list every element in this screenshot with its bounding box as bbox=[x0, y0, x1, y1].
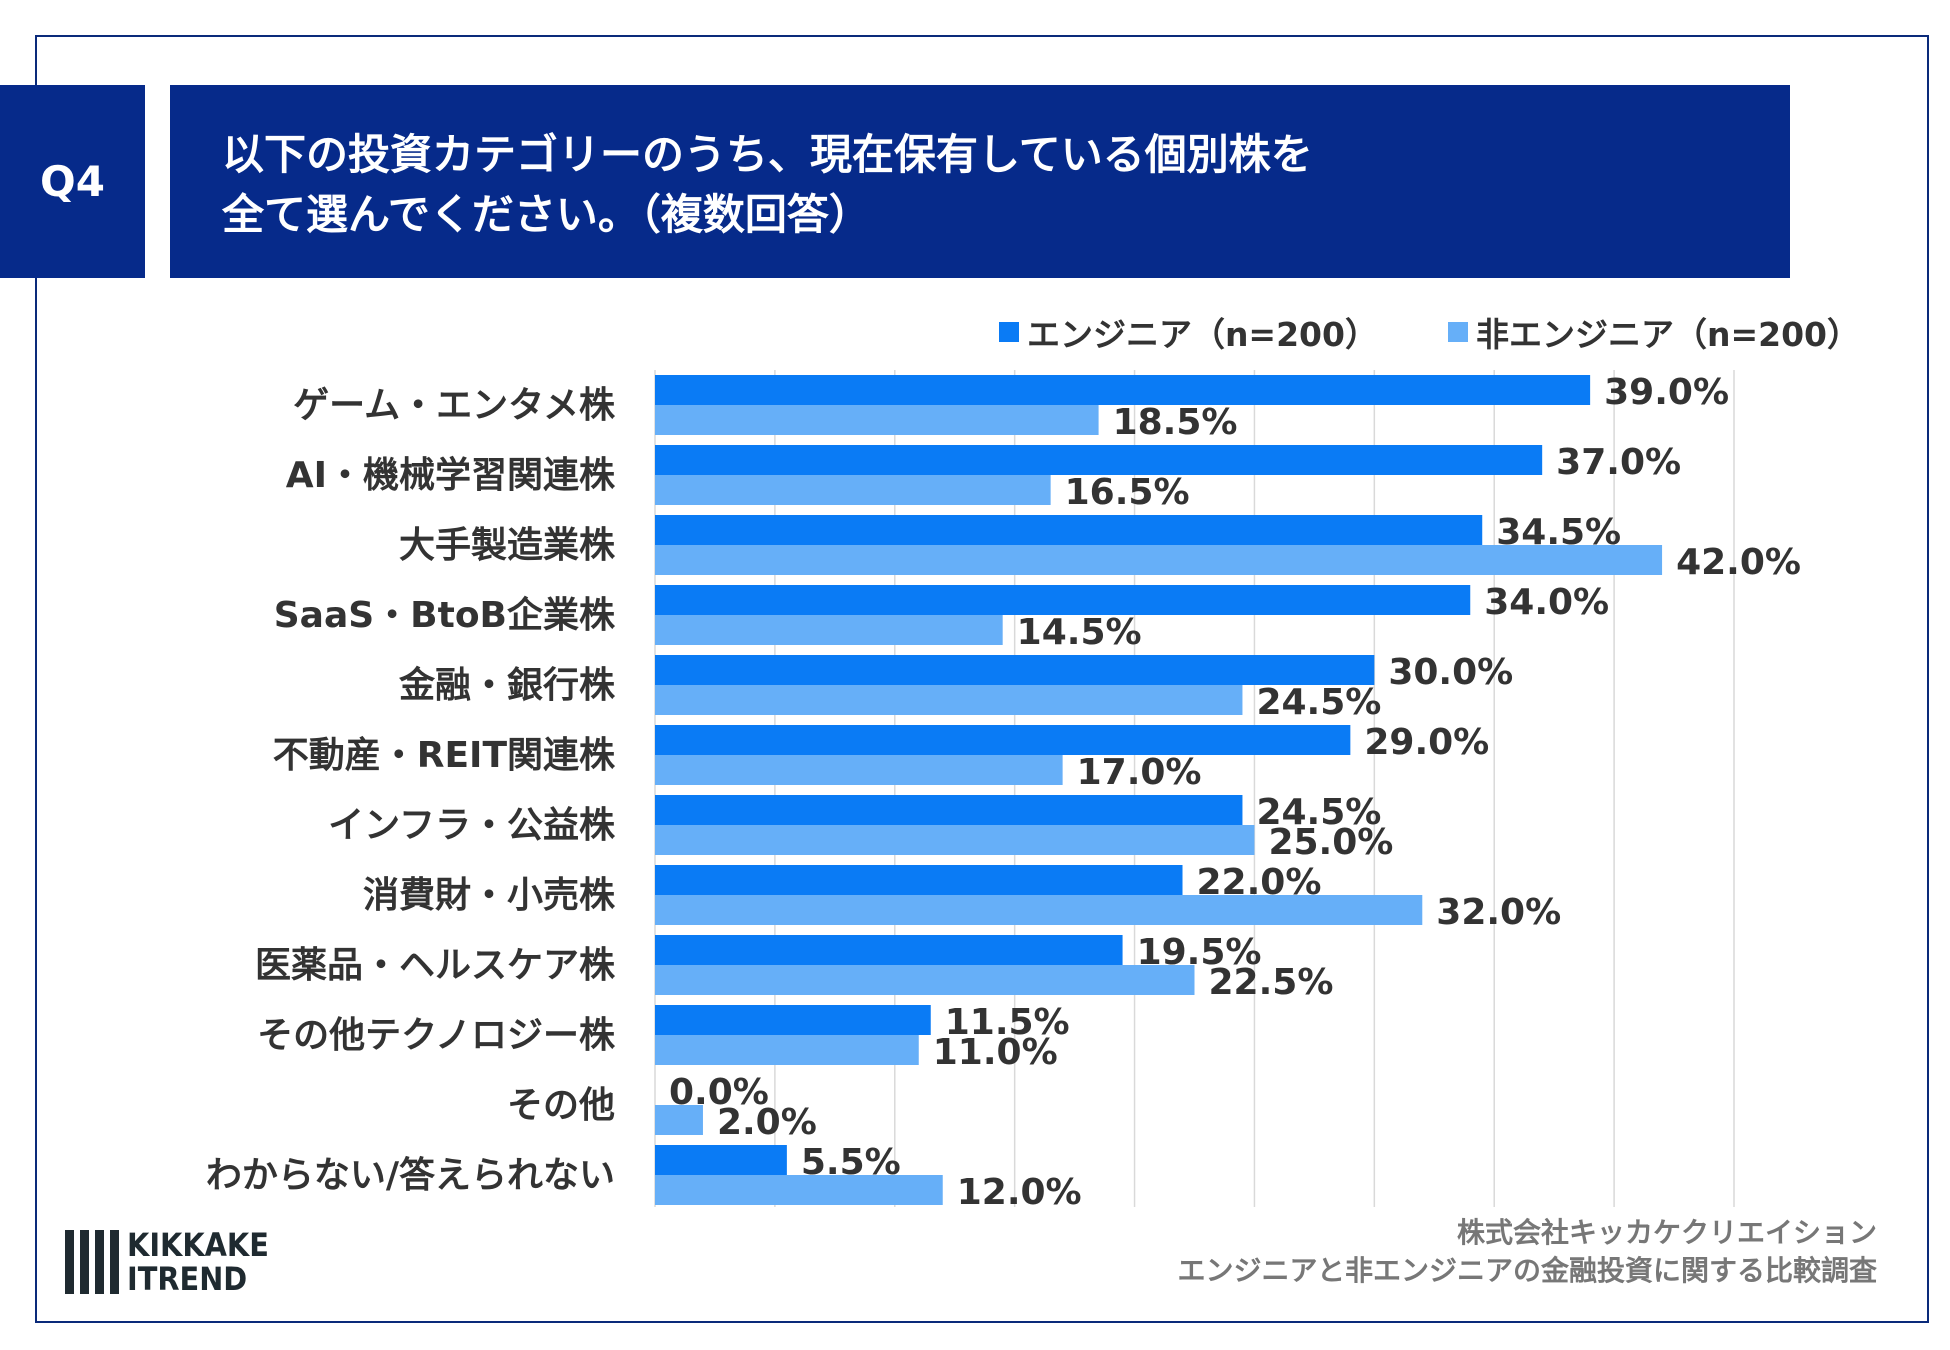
data-label: 18.5% bbox=[1113, 402, 1238, 443]
kikkake-itrend-logo: KIKKAKE ITREND bbox=[65, 1228, 269, 1296]
chart-frame bbox=[35, 35, 1929, 1323]
data-label: 2.0% bbox=[717, 1102, 817, 1143]
bar bbox=[655, 935, 1123, 965]
category-label: わからない/答えられない bbox=[206, 1155, 615, 1196]
category-label: ゲーム・エンタメ株 bbox=[293, 385, 616, 426]
bar bbox=[655, 685, 1243, 715]
question-number: Q4 bbox=[0, 85, 145, 278]
legend-label: エンジニア（n=200） bbox=[1026, 315, 1378, 354]
bar bbox=[655, 615, 1003, 645]
legend-item-engineer: エンジニア（n=200） bbox=[998, 308, 1378, 356]
category-label: 医薬品・ヘルスケア株 bbox=[255, 945, 616, 986]
data-label: 24.5% bbox=[1256, 682, 1381, 723]
data-label: 22.5% bbox=[1209, 962, 1334, 1003]
bar bbox=[655, 965, 1195, 995]
data-label: 30.0% bbox=[1388, 652, 1513, 693]
data-label: 16.5% bbox=[1065, 472, 1190, 513]
bar bbox=[655, 445, 1543, 475]
data-label: 42.0% bbox=[1676, 542, 1801, 583]
bar bbox=[655, 1005, 931, 1035]
data-label: 11.5% bbox=[945, 1002, 1070, 1043]
bar bbox=[655, 1175, 943, 1205]
data-label: 25.0% bbox=[1268, 822, 1393, 863]
bar bbox=[655, 795, 1243, 825]
legend-swatch bbox=[998, 322, 1019, 342]
legend-item-non-engineer: 非エンジニア（n=200） bbox=[1447, 308, 1860, 356]
survey-name: エンジニアと非エンジニアの金融投資に関する比較調査 bbox=[1177, 1254, 1877, 1287]
category-label: SaaS・BtoB企業株 bbox=[274, 594, 616, 636]
bar bbox=[655, 475, 1051, 505]
bar bbox=[655, 895, 1423, 925]
data-label: 32.0% bbox=[1436, 892, 1561, 933]
data-label: 14.5% bbox=[1017, 612, 1142, 653]
bar bbox=[655, 755, 1063, 785]
category-label: 消費財・小売株 bbox=[363, 875, 616, 916]
bar bbox=[655, 725, 1351, 755]
category-label: 金融・銀行株 bbox=[398, 664, 616, 706]
data-label: 29.0% bbox=[1364, 722, 1489, 763]
bar bbox=[655, 655, 1375, 685]
bar bbox=[655, 1145, 787, 1175]
company-name: 株式会社キッカケクリエイション bbox=[1456, 1216, 1877, 1249]
data-label: 12.0% bbox=[957, 1172, 1082, 1213]
legend-swatch bbox=[1447, 322, 1468, 342]
legend-label: 非エンジニア（n=200） bbox=[1475, 315, 1860, 354]
category-label: 不動産・REIT関連株 bbox=[273, 735, 616, 776]
bar bbox=[655, 375, 1591, 405]
footer: 株式会社キッカケクリエイション エンジニアと非エンジニアの金融投資に関する比較調… bbox=[1178, 1214, 1877, 1290]
logo-text-1: KIKKAKE bbox=[127, 1226, 269, 1264]
bar bbox=[655, 865, 1183, 895]
bar bbox=[655, 825, 1255, 855]
data-label: 24.5% bbox=[1256, 792, 1381, 833]
question-title: 以下の投資カテゴリーのうち、現在保有している個別株を 全て選んでください。（複数… bbox=[170, 85, 1790, 278]
data-label: 17.0% bbox=[1077, 752, 1202, 793]
bar bbox=[655, 1105, 703, 1135]
logo-mark bbox=[65, 1230, 119, 1294]
bar bbox=[655, 405, 1099, 435]
title-line-2: 全て選んでください。（複数回答） bbox=[222, 190, 871, 239]
title-line-1: 以下の投資カテゴリーのうち、現在保有している個別株を bbox=[222, 130, 1313, 179]
category-label: その他 bbox=[507, 1085, 615, 1126]
data-label: 37.0% bbox=[1556, 442, 1681, 483]
category-label: その他テクノロジー株 bbox=[257, 1015, 616, 1056]
bar bbox=[655, 1035, 919, 1065]
bar bbox=[655, 585, 1471, 615]
logo-text-2: ITREND bbox=[127, 1260, 248, 1298]
category-label: 大手製造業株 bbox=[399, 525, 616, 566]
category-label: インフラ・公益株 bbox=[328, 805, 616, 846]
data-label: 34.0% bbox=[1484, 582, 1609, 623]
legend: エンジニア（n=200） 非エンジニア（n=200） bbox=[998, 308, 1860, 356]
bar bbox=[655, 515, 1483, 545]
data-label: 11.0% bbox=[933, 1032, 1058, 1073]
data-label: 39.0% bbox=[1604, 372, 1729, 413]
category-label: AI・機械学習関連株 bbox=[286, 454, 616, 496]
bar bbox=[655, 545, 1663, 575]
